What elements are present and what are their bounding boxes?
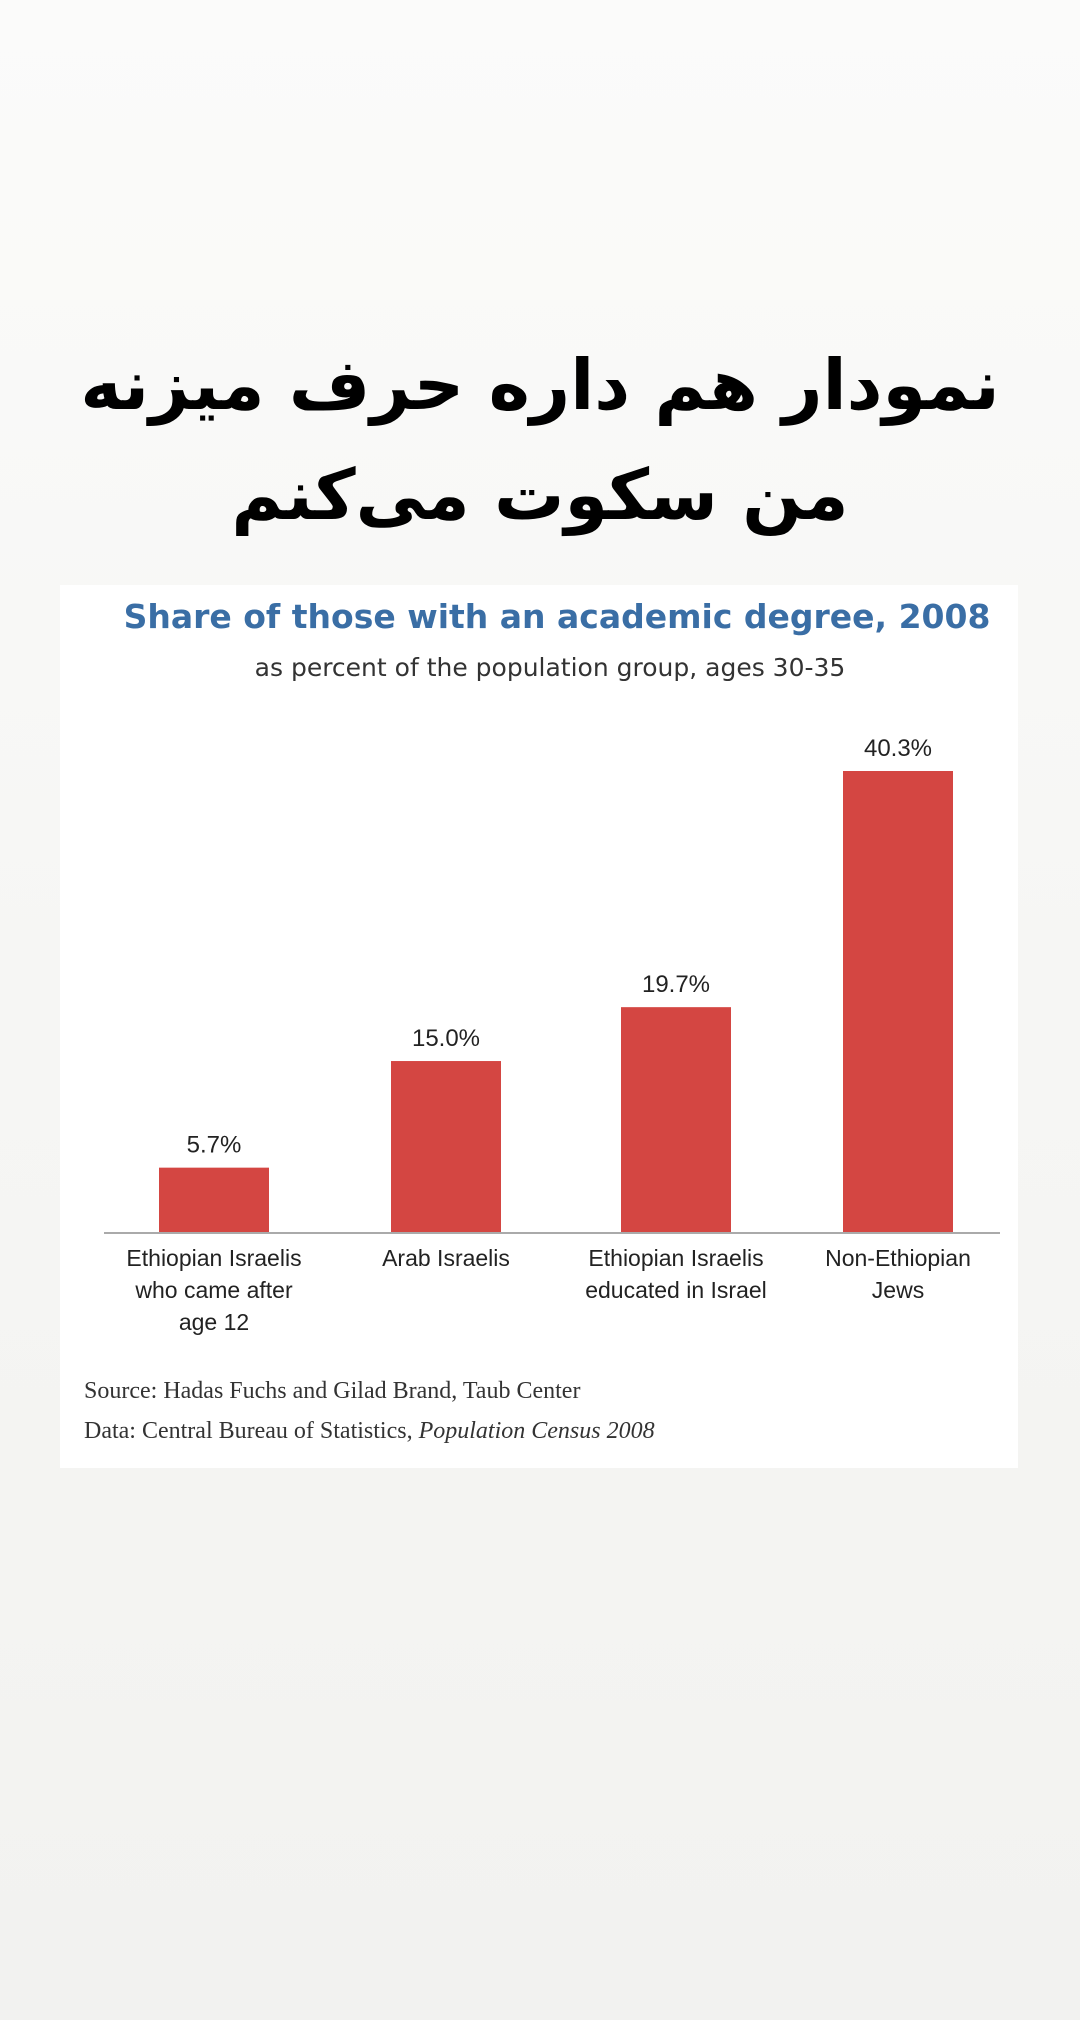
bars-layer: 5.7% 15.0% 19.7% 40.3% (159, 735, 953, 1233)
bar-chart: Share of those with an academic degree, … (84, 597, 1000, 1444)
chart-subtitle: as percent of the population group, ages… (255, 653, 846, 682)
source-line-2-italic: Population Census 2008 (418, 1418, 655, 1444)
caption-line-1: نمودار هم داره حرف میزنه (80, 344, 1000, 426)
data-label-1: 5.7% (187, 1132, 242, 1159)
tick-labels-layer: Ethiopian Israelis who came after age 12 Ar… (126, 1245, 970, 1335)
tick-label-2: Arab Israelis (382, 1245, 510, 1271)
caption: نمودار هم داره حرف میزنه من سکوت می‌کنم (0, 330, 1080, 550)
source-line-2: Data: Central Bureau of Statistics, Popu… (84, 1418, 655, 1444)
caption-line-2: من سکوت می‌کنم (231, 454, 849, 536)
data-label-2: 15.0% (412, 1025, 480, 1052)
bar-4 (843, 771, 953, 1233)
tick-label-3: Ethiopian Israelis educated in Israel (585, 1245, 767, 1303)
tick-label-1: Ethiopian Israelis who came after age 12 (126, 1245, 301, 1335)
bar-2 (391, 1061, 501, 1233)
chart-title: Share of those with an academic degree, … (124, 597, 991, 636)
bar-1 (159, 1167, 269, 1233)
source-line-2-prefix: Data: Central Bureau of Statistics, (84, 1418, 419, 1444)
data-label-3: 19.7% (642, 971, 710, 998)
bar-3 (621, 1007, 731, 1233)
source-line-1: Source: Hadas Fuchs and Gilad Brand, Tau… (84, 1378, 580, 1404)
tick-label-4: Non-Ethiopian Jews (825, 1245, 971, 1303)
chart-card: Share of those with an academic degree, … (60, 585, 1018, 1468)
data-label-4: 40.3% (864, 735, 932, 762)
